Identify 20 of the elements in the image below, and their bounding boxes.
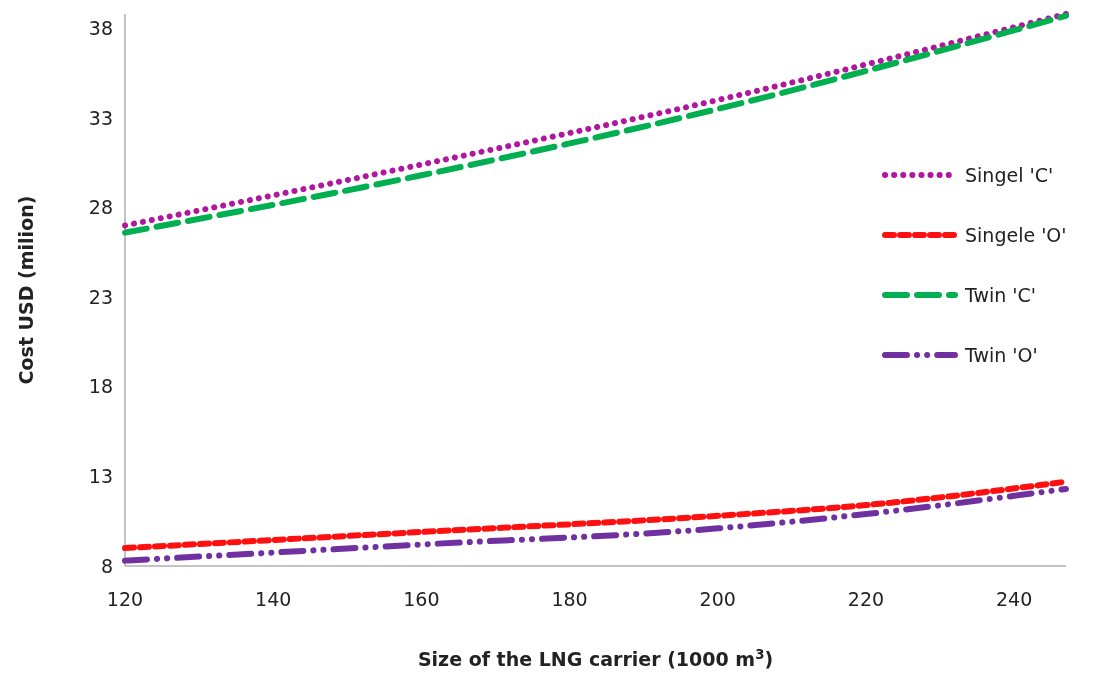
x-tick-label: 140 <box>255 588 292 610</box>
x-tick-label: 220 <box>847 588 885 610</box>
y-tick-label: 13 <box>88 465 113 488</box>
x-tick-label: 120 <box>106 588 144 610</box>
y-tick-label: 8 <box>100 554 113 577</box>
x-axis-title: Size of the LNG carrier (1000 m$^{3}$) <box>417 646 774 670</box>
legend-label: Twin 'C' <box>964 283 1037 306</box>
x-tick-label: 240 <box>996 588 1033 610</box>
y-tick-label: 28 <box>88 196 113 219</box>
y-tick-label: 18 <box>88 375 113 398</box>
y-axis-title: Cost USD (milion) <box>15 195 37 385</box>
legend-label: Singele 'O' <box>965 223 1067 246</box>
x-tick-label: 160 <box>403 588 440 610</box>
legend-label: Twin 'O' <box>964 343 1038 366</box>
y-tick-label: 23 <box>88 285 113 308</box>
x-tick-label: 180 <box>551 588 588 610</box>
x-tick-label: 200 <box>699 588 736 610</box>
y-tick-label: 38 <box>88 16 113 39</box>
legend-label: Singel 'C' <box>965 163 1054 186</box>
y-tick-label: 33 <box>88 106 113 129</box>
